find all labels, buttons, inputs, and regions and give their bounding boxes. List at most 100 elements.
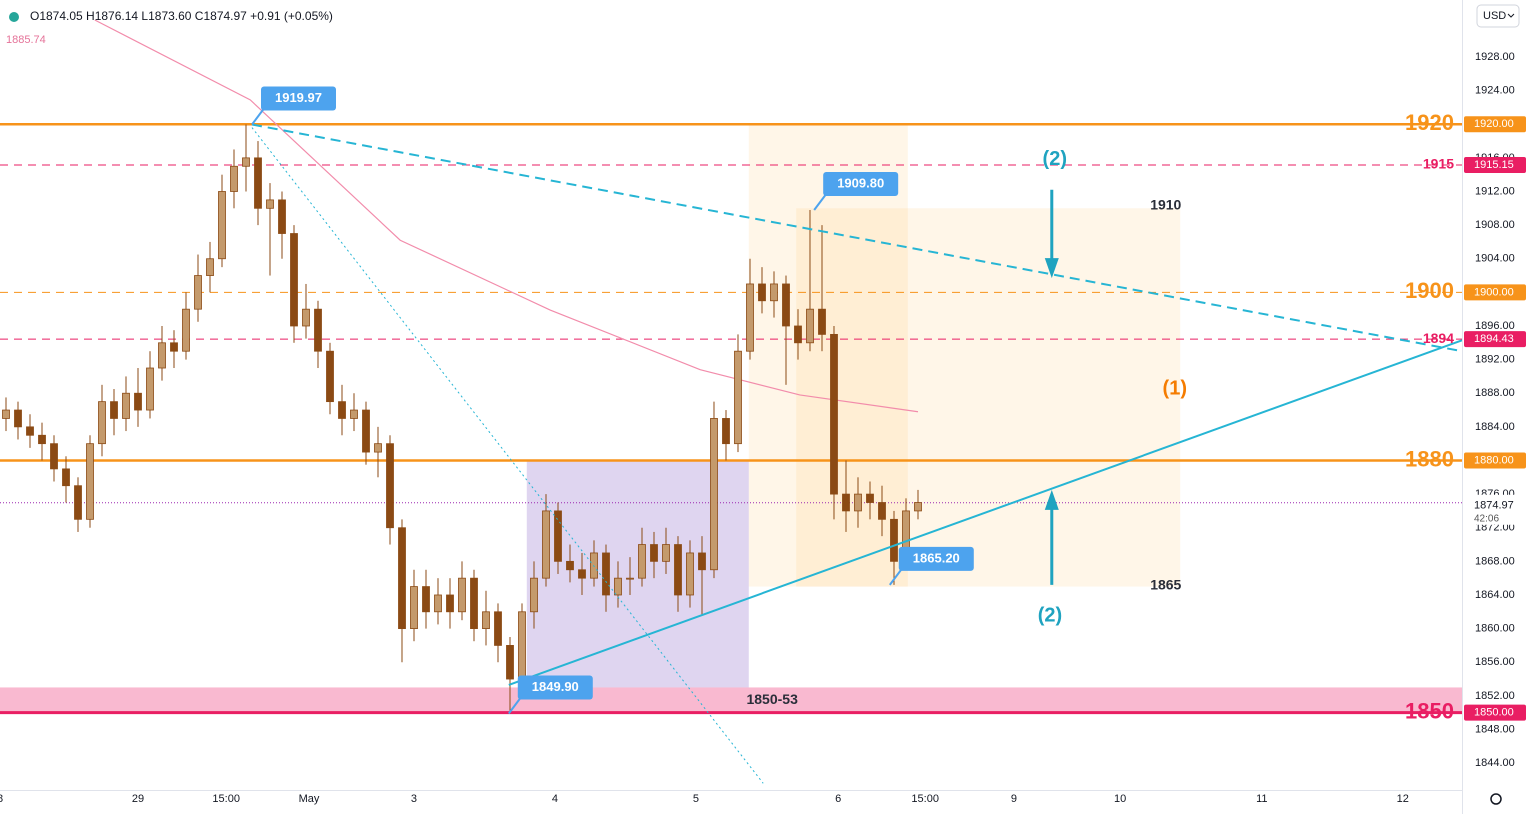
candle-body: [710, 418, 718, 571]
x-tick-label: 12: [1397, 793, 1409, 805]
candle-body: [350, 409, 358, 419]
candle-body: [14, 409, 22, 428]
candle-body: [2, 409, 10, 419]
candle-body: [110, 401, 118, 419]
callout-box: [260, 86, 336, 111]
level-tag: [1464, 704, 1526, 721]
candle-body: [122, 392, 130, 419]
arrow-head: [1044, 489, 1059, 510]
settings-icon[interactable]: [1490, 793, 1502, 805]
candle-body: [746, 283, 754, 352]
candle-body: [806, 308, 814, 344]
candle-body: [338, 401, 346, 419]
zone: [796, 208, 1181, 587]
zone: [0, 687, 1462, 713]
last-price-label: 1874.97: [1474, 500, 1514, 512]
level-tag-label: 1920.00: [1474, 118, 1514, 130]
callout-box: [517, 675, 593, 700]
candle-body: [650, 544, 658, 562]
y-tick-label: 1848.00: [1475, 723, 1515, 735]
candle-body: [326, 350, 334, 403]
level-tag: [1464, 452, 1526, 469]
x-tick-label: 6: [835, 793, 841, 805]
y-tick-label: 1908.00: [1475, 219, 1515, 231]
candle-body: [890, 518, 898, 562]
moving-average: [94, 19, 919, 413]
candle-body: [302, 308, 310, 327]
candle-body: [830, 333, 838, 495]
x-tick-label: 11: [1256, 793, 1267, 805]
candle-body: [674, 544, 682, 596]
callout-label: 1865.20: [913, 550, 960, 565]
callout-pointer: [813, 193, 827, 211]
candle-body: [842, 493, 850, 512]
candle-body: [218, 191, 226, 260]
x-tick-label: 9: [1011, 793, 1017, 805]
level-label: 1850: [1405, 698, 1454, 723]
candle-body: [434, 594, 442, 613]
annotation: (1): [1163, 377, 1187, 399]
y-tick-label: 1860.00: [1475, 623, 1515, 635]
candle-body: [542, 510, 550, 579]
candle-body: [554, 510, 562, 562]
callout-box: [898, 546, 974, 571]
candle-body: [662, 544, 670, 562]
candle-body: [446, 594, 454, 613]
level-label: 1920: [1405, 110, 1454, 135]
callout-pointer: [251, 107, 265, 126]
x-tick-label: 4: [552, 793, 558, 805]
candle-body: [758, 283, 766, 302]
currency-button[interactable]: [1476, 4, 1520, 28]
candle-body: [386, 443, 394, 529]
candle-body: [62, 468, 70, 487]
callout-pointer: [507, 696, 522, 715]
y-tick-label: 1844.00: [1475, 757, 1515, 769]
level-tag-label: 1894.43: [1474, 333, 1514, 345]
candle-body: [134, 392, 142, 411]
y-tick-label: 1868.00: [1475, 555, 1515, 567]
x-tick-label: May: [299, 793, 320, 805]
candle-body: [566, 560, 574, 571]
annotation: (2): [1038, 604, 1062, 626]
candle-body: [278, 199, 286, 234]
callout-label: 1909.80: [837, 175, 884, 190]
candle-body: [722, 418, 730, 445]
candle-body: [98, 401, 106, 445]
candle-body: [242, 157, 250, 167]
y-tick-label: 1924.00: [1475, 85, 1515, 97]
callout-label: 1919.97: [275, 90, 322, 105]
status-dot: [9, 12, 19, 22]
level-tag: [1464, 284, 1526, 301]
level-tag: [1464, 157, 1526, 174]
candle-body: [506, 645, 514, 680]
level-tag-label: 1900.00: [1474, 286, 1514, 298]
plot-area: [0, 19, 1463, 784]
candle-body: [530, 577, 538, 613]
level-label: 1880: [1405, 446, 1454, 471]
y-tick-label: 1864.00: [1475, 589, 1515, 601]
candle-body: [818, 308, 826, 335]
level-tag-label: 1880.00: [1474, 454, 1514, 466]
candle-body: [602, 552, 610, 596]
candle-body: [170, 342, 178, 352]
candle-body: [626, 577, 634, 580]
candle-body: [470, 577, 478, 630]
candle-body: [614, 577, 622, 596]
candle-body: [854, 493, 862, 512]
trendline: [508, 339, 1463, 686]
candle-body: [158, 342, 166, 369]
trendline: [251, 123, 1463, 353]
annotation: 1910: [1150, 196, 1181, 212]
x-tick-label: 8: [0, 793, 3, 805]
candle-body: [50, 443, 58, 470]
candle-body: [182, 308, 190, 352]
y-tick-label: 1912.00: [1475, 185, 1515, 197]
candle-body: [422, 586, 430, 613]
currency-chevron: [1507, 13, 1515, 18]
candle-body: [782, 283, 790, 327]
x-tick-label: 15:00: [212, 793, 240, 805]
annotation: 1865: [1150, 576, 1181, 592]
candle-body: [698, 552, 706, 571]
ohlc-header: O1874.05 H1876.14 L1873.60 C1874.97 +0.9…: [30, 9, 333, 23]
